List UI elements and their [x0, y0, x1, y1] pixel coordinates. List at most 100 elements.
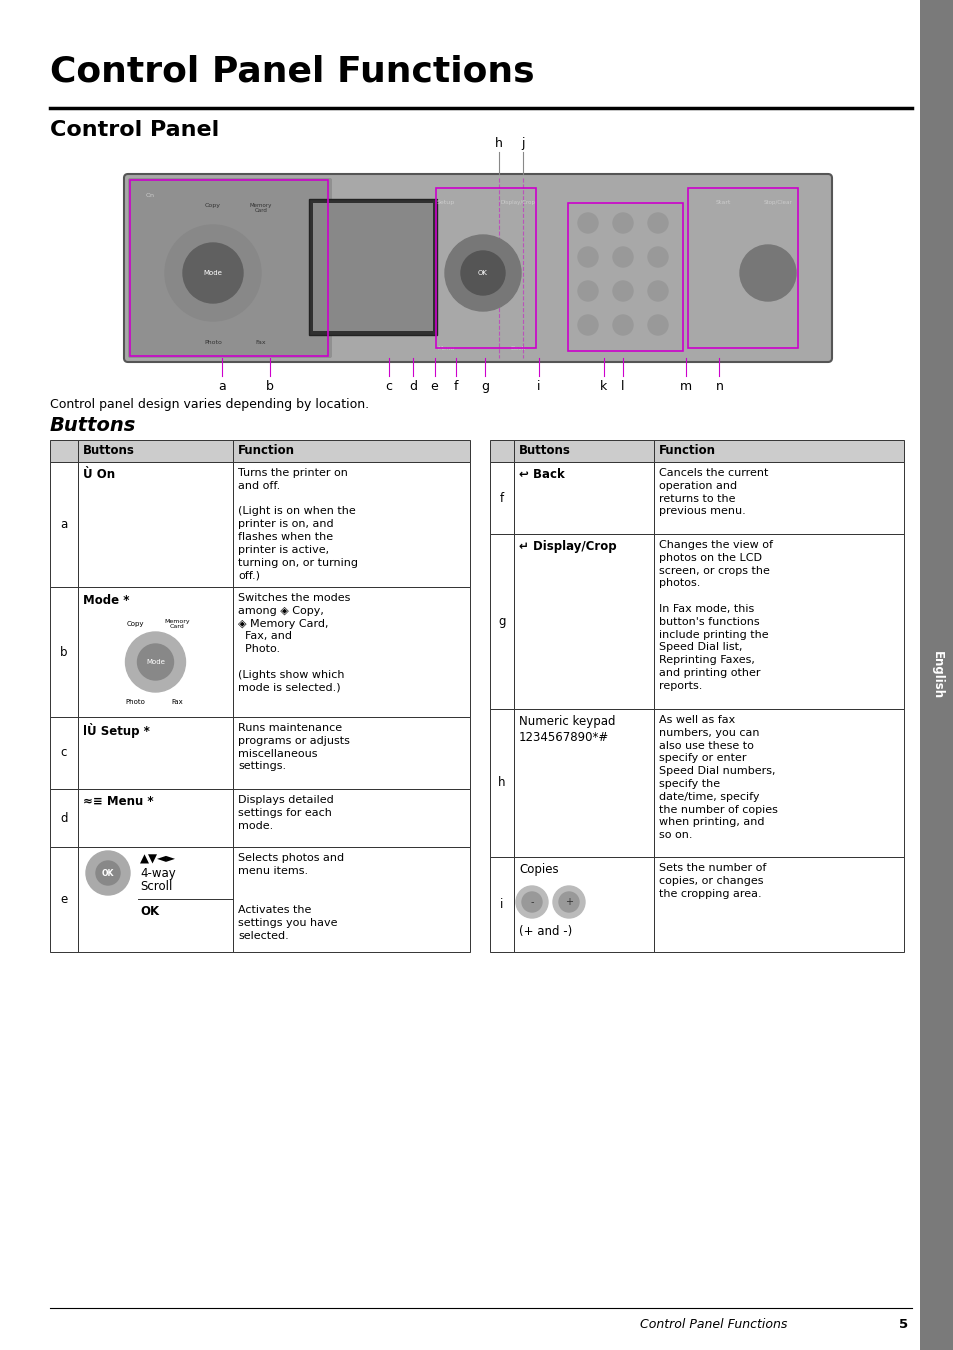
Circle shape — [516, 886, 547, 918]
Bar — [687, 188, 797, 348]
Text: f: f — [499, 491, 503, 505]
Circle shape — [647, 247, 667, 267]
Bar — [567, 202, 682, 351]
Circle shape — [578, 281, 598, 301]
Text: +: + — [564, 896, 573, 907]
Text: Control Panel Functions: Control Panel Functions — [639, 1318, 786, 1331]
Bar — [514, 709, 654, 857]
Text: c: c — [61, 747, 67, 760]
Bar — [233, 440, 470, 462]
Text: Control Panel: Control Panel — [50, 120, 219, 140]
Bar — [514, 535, 654, 709]
Bar — [233, 788, 470, 846]
FancyBboxPatch shape — [124, 174, 831, 362]
Bar — [514, 857, 654, 952]
Bar — [78, 587, 233, 717]
Text: ↩ Back: ↩ Back — [518, 468, 564, 481]
Text: Control panel design varies depending by location.: Control panel design varies depending by… — [50, 398, 369, 410]
Text: g: g — [480, 379, 489, 393]
Text: Display/Crop: Display/Crop — [500, 200, 535, 205]
Bar — [654, 535, 903, 709]
Text: OK: OK — [102, 868, 114, 878]
Circle shape — [86, 850, 130, 895]
Text: Buttons: Buttons — [518, 444, 570, 458]
Text: Back: Back — [510, 346, 525, 351]
Circle shape — [647, 281, 667, 301]
Bar — [233, 462, 470, 587]
Bar — [50, 440, 78, 462]
Text: g: g — [497, 616, 505, 628]
Text: Photo: Photo — [204, 340, 222, 346]
Text: On: On — [146, 193, 154, 198]
Bar — [490, 462, 514, 535]
Circle shape — [647, 213, 667, 234]
Text: Mode *: Mode * — [83, 594, 130, 608]
Bar — [919, 0, 953, 1350]
Text: Start: Start — [715, 200, 730, 205]
Bar — [50, 717, 78, 788]
Text: English: English — [929, 651, 943, 699]
FancyBboxPatch shape — [128, 178, 332, 358]
Bar — [490, 440, 514, 462]
Bar — [654, 709, 903, 857]
Text: 5: 5 — [898, 1318, 907, 1331]
Text: As well as fax
numbers, you can
also use these to
specify or enter
Speed Dial nu: As well as fax numbers, you can also use… — [659, 716, 777, 840]
Text: Sets the number of
copies, or changes
the cropping area.: Sets the number of copies, or changes th… — [659, 863, 765, 899]
Circle shape — [126, 632, 185, 693]
Circle shape — [137, 644, 173, 680]
Text: (+ and -): (+ and -) — [518, 925, 572, 938]
Text: Changes the view of
photos on the LCD
screen, or crops the
photos.

In Fax mode,: Changes the view of photos on the LCD sc… — [659, 540, 772, 691]
Circle shape — [613, 213, 633, 234]
Circle shape — [553, 886, 584, 918]
Text: Switches the modes
among ◈ Copy,
◈ Memory Card,
  Fax, and
  Photo.

(Lights sho: Switches the modes among ◈ Copy, ◈ Memor… — [237, 593, 350, 693]
Text: Displays detailed
settings for each
mode.: Displays detailed settings for each mode… — [237, 795, 334, 830]
Bar — [654, 857, 903, 952]
Text: e: e — [60, 892, 68, 906]
Circle shape — [613, 315, 633, 335]
Text: ↵ Display/Crop: ↵ Display/Crop — [518, 540, 616, 553]
Circle shape — [444, 235, 520, 310]
Text: a: a — [60, 518, 68, 531]
Text: e: e — [430, 379, 438, 393]
Text: i: i — [499, 898, 503, 911]
Bar — [233, 587, 470, 717]
Bar — [514, 462, 654, 535]
Text: j: j — [521, 136, 525, 150]
Circle shape — [165, 225, 261, 321]
Text: lÙ Setup *: lÙ Setup * — [83, 724, 150, 738]
Text: Menu: Menu — [436, 346, 455, 351]
Text: m: m — [679, 379, 691, 393]
FancyBboxPatch shape — [309, 198, 436, 335]
Text: h: h — [495, 136, 502, 150]
Circle shape — [613, 247, 633, 267]
Bar — [50, 846, 78, 952]
Text: i: i — [537, 379, 540, 393]
Circle shape — [647, 315, 667, 335]
Text: b: b — [266, 379, 274, 393]
Bar — [233, 846, 470, 952]
Circle shape — [183, 243, 243, 302]
Text: Runs maintenance
programs or adjusts
miscellaneous
settings.: Runs maintenance programs or adjusts mis… — [237, 724, 350, 771]
Text: OK: OK — [140, 904, 159, 918]
Bar — [654, 462, 903, 535]
Text: OK: OK — [477, 270, 487, 275]
Bar — [78, 788, 233, 846]
Circle shape — [558, 892, 578, 913]
Text: Numeric keypad
1234567890*#: Numeric keypad 1234567890*# — [518, 716, 615, 744]
Text: Selects photos and
menu items.: Selects photos and menu items. — [237, 853, 344, 876]
Bar — [490, 857, 514, 952]
Text: Mode: Mode — [146, 659, 165, 666]
Bar — [654, 440, 903, 462]
Bar — [78, 846, 233, 952]
Circle shape — [613, 281, 633, 301]
Text: Ù On: Ù On — [83, 468, 115, 481]
Text: Copy: Copy — [205, 204, 221, 208]
Circle shape — [578, 247, 598, 267]
Bar — [490, 709, 514, 857]
Text: b: b — [60, 645, 68, 659]
Text: Mode: Mode — [203, 270, 222, 275]
FancyBboxPatch shape — [313, 202, 433, 331]
Text: Function: Function — [659, 444, 716, 458]
Text: l: l — [620, 379, 624, 393]
Circle shape — [578, 315, 598, 335]
